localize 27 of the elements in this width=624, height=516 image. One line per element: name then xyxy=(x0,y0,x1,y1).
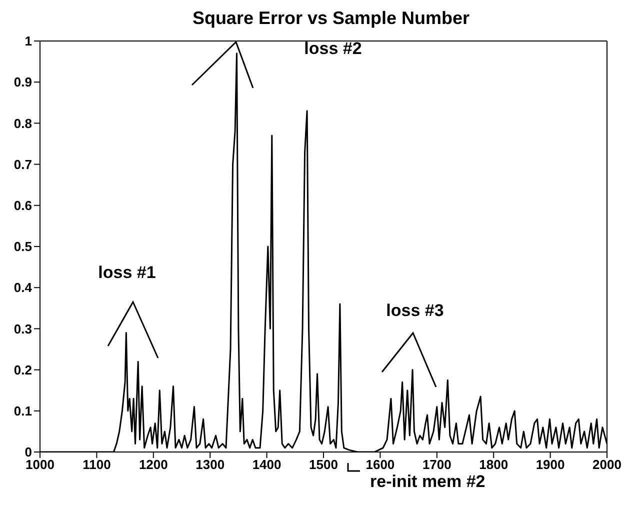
x-tick-label: 2000 xyxy=(592,457,622,472)
y-tick-label: 0.9 xyxy=(14,74,32,90)
y-tick-label: 0.3 xyxy=(14,321,32,336)
y-tick-label: 0.8 xyxy=(14,116,32,131)
y-tick-label: 1 xyxy=(24,34,32,49)
annotation: loss #2 xyxy=(304,39,362,58)
text: re-init mem #2 xyxy=(370,472,486,491)
x-tick-label: 1800 xyxy=(479,457,508,472)
y-tick-label: 0.6 xyxy=(14,198,32,214)
annotation: loss #3 xyxy=(386,301,444,320)
y-tick-label: 0.5 xyxy=(14,239,32,254)
x-tick-label: 1600 xyxy=(366,457,395,472)
y-tick-label: 0.4 xyxy=(14,280,33,296)
x-tick-label: 1100 xyxy=(82,457,111,472)
annotation: loss #1 xyxy=(98,263,156,282)
x-tick-label: 1700 xyxy=(422,457,452,472)
y-tick-label: 0.2 xyxy=(14,362,32,378)
x-tick-label: 1000 xyxy=(26,457,54,472)
x-tick-label: 1200 xyxy=(138,457,168,472)
x-tick-label: 1900 xyxy=(536,457,565,472)
y-tick-label: 0.1 xyxy=(14,404,32,419)
x-tick-label: 1300 xyxy=(196,457,225,472)
y-tick-label: 0.7 xyxy=(14,156,32,172)
y-tick-label: 0 xyxy=(24,444,32,460)
x-tick-label: 1500 xyxy=(309,457,338,472)
chart-title: Square Error vs Sample Number xyxy=(191,8,471,30)
x-tick-label: 1400 xyxy=(252,457,282,472)
